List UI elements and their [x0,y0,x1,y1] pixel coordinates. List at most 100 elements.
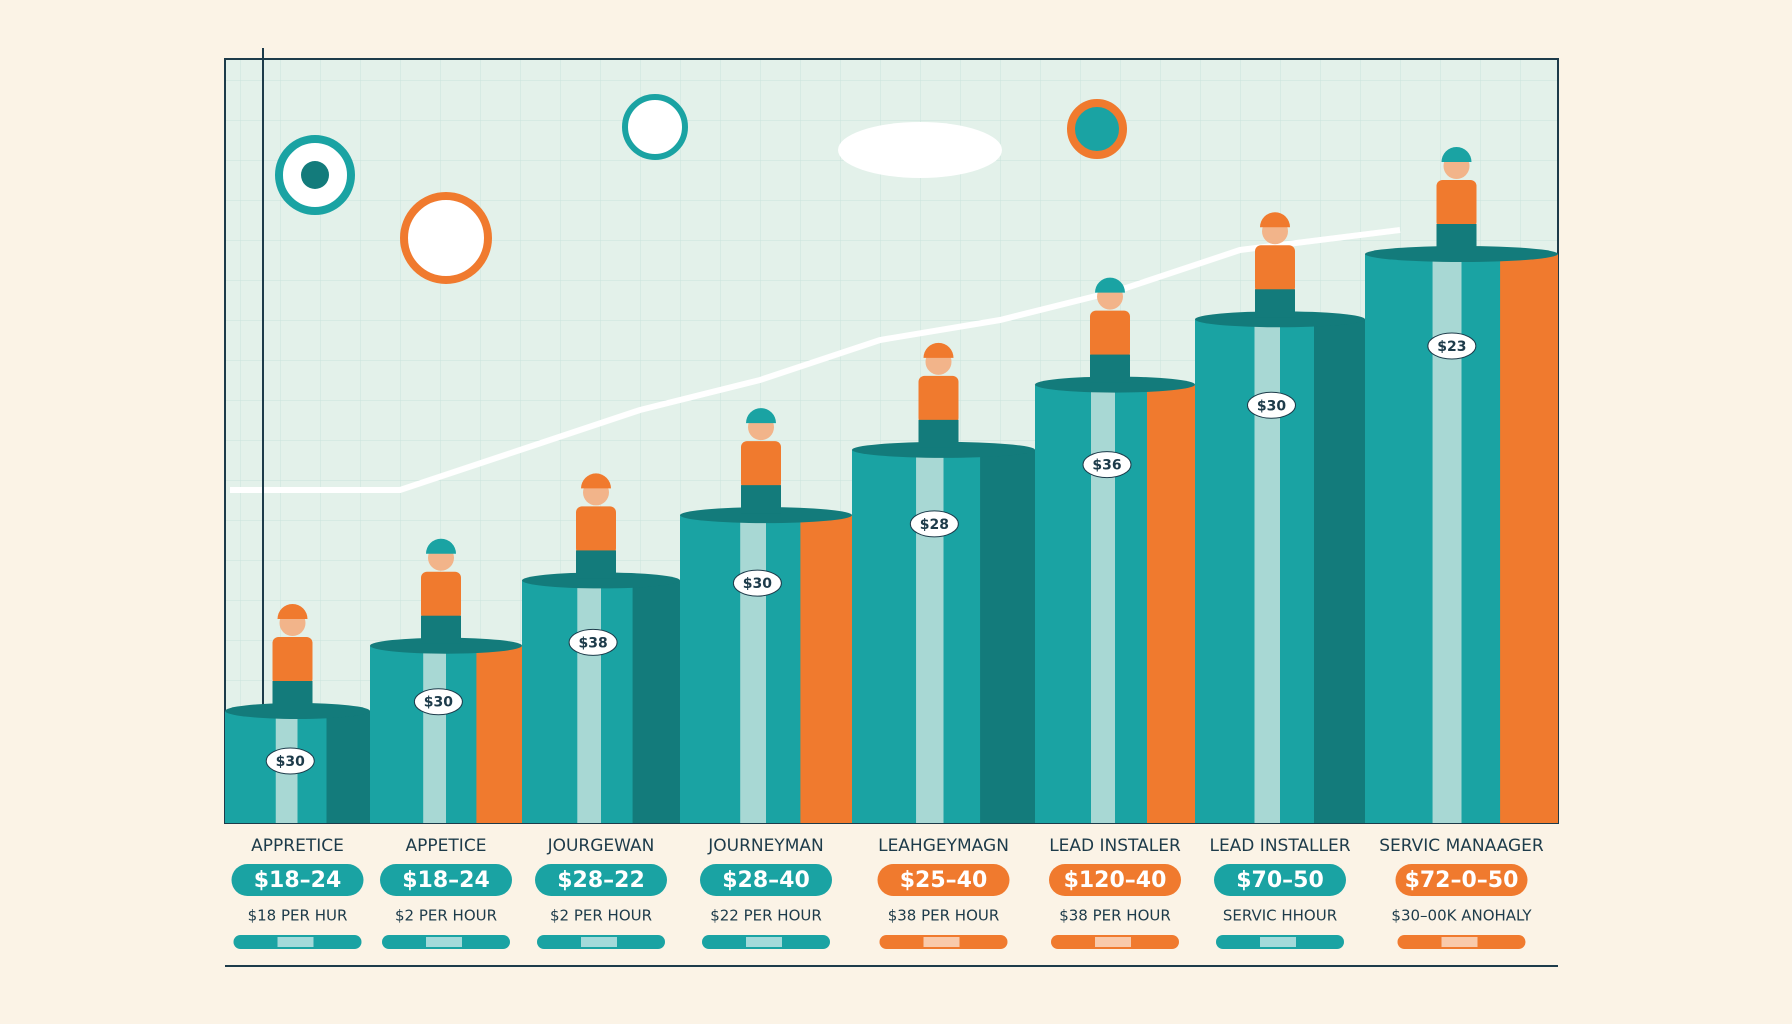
price-tag: $28 [920,517,949,533]
role-label: APPETICE [406,836,487,856]
worker-legs [918,419,959,448]
trend-ribbon [230,227,1401,493]
rate-label: $2 PER HOUR [550,907,652,925]
range-label: $28–22 [557,868,645,893]
price-tag-bg [1082,451,1132,479]
rate-label: $30–00K ANOHALY [1391,907,1532,925]
range-label: $72–0–50 [1405,868,1519,893]
role-label: SERVIC MANAAGER [1379,836,1544,856]
price-tag-bg [732,569,782,597]
rate-label: $2 PER HOUR [395,907,497,925]
price-tag: $30 [743,576,772,592]
worker-helmet [581,473,611,489]
rate-label: SERVIC HHOUR [1223,907,1337,925]
price-tag-bg [1427,332,1477,360]
step-shade [1147,384,1195,823]
role-label: LEAD INSTALER [1049,836,1181,856]
range-pill [700,864,832,896]
worker [741,408,781,514]
price-tag: $30 [1257,398,1286,414]
range-pill [1214,864,1346,896]
role-label: LEAD INSTALLER [1209,836,1350,856]
role-label: JOURNEYMAN [707,836,824,856]
progress-ticks [1095,937,1131,947]
rate-label: $22 PER HOUR [710,907,822,925]
step-shade [476,645,522,823]
worker-helmet [1441,147,1472,162]
worker-legs [272,681,313,709]
worker-body [741,441,781,490]
range-pill [380,864,512,896]
step-top [1365,246,1558,262]
worker-legs [741,485,781,514]
range-label: $25–40 [900,868,988,893]
step-shade [1500,254,1558,823]
range-pill [1395,864,1528,896]
range-label: $18–24 [402,868,490,893]
step-top [1035,376,1195,393]
price-tag: $30 [424,695,453,711]
worker [421,538,461,644]
worker [1255,212,1295,318]
step-stripe [916,449,944,823]
role-label: APPRETICE [251,836,344,856]
progress-ticks [1441,937,1478,947]
rate-label: $38 PER HOUR [1059,907,1171,925]
worker-body [272,637,313,685]
role-label: LEAHGEYMAGN [878,836,1009,856]
worker-helmet [277,604,308,619]
step-shade [326,711,370,823]
worker-legs [1436,224,1477,252]
range-label: $120–40 [1064,868,1167,893]
step-top [680,507,852,524]
worker-helmet [923,342,954,358]
gear-decoration [275,94,1127,284]
worker [918,342,959,448]
price-tag: $38 [578,635,607,651]
worker-legs [421,615,461,644]
worker-body [1255,245,1295,294]
range-label: $28–40 [722,868,810,893]
worker-helmet [426,538,456,554]
range-label: $70–50 [1236,868,1324,893]
worker-body [576,506,616,555]
step-stripe [423,645,446,823]
worker-legs [1255,289,1295,318]
price-tag: $36 [1092,458,1121,474]
worker-body [1436,180,1477,228]
progress-ticks [923,937,960,947]
step-stripe [577,580,601,823]
step-shade [980,449,1035,823]
range-pill [231,864,364,896]
worker-helmet [1095,277,1125,293]
worker-body [421,571,461,620]
price-tag-bg [909,510,959,538]
step-shade [632,580,680,823]
progress-ticks [426,937,462,947]
step-stripe [740,515,766,823]
range-pill [877,864,1010,896]
price-tag-bg [1247,391,1296,419]
worker [576,473,616,579]
worker-legs [1090,354,1130,383]
worker-helmet [746,408,776,424]
step-top [522,572,680,589]
role-label: JOURGEWAN [547,836,655,856]
price-tag: $30 [276,754,305,770]
price-tag-bg [413,688,463,716]
progress-ticks [746,937,782,947]
step-shade [800,515,852,823]
worker [1436,147,1477,252]
progress-ticks [277,937,314,947]
worker-body [918,375,959,424]
step-top [370,637,522,654]
step-top [852,441,1035,458]
range-label: $18–24 [254,868,342,893]
rate-label: $18 PER HUR [248,907,348,925]
worker-legs [576,550,616,579]
progress-ticks [581,937,617,947]
step-shade [1314,319,1365,823]
rate-label: $38 PER HOUR [888,907,1000,925]
worker [272,604,313,709]
